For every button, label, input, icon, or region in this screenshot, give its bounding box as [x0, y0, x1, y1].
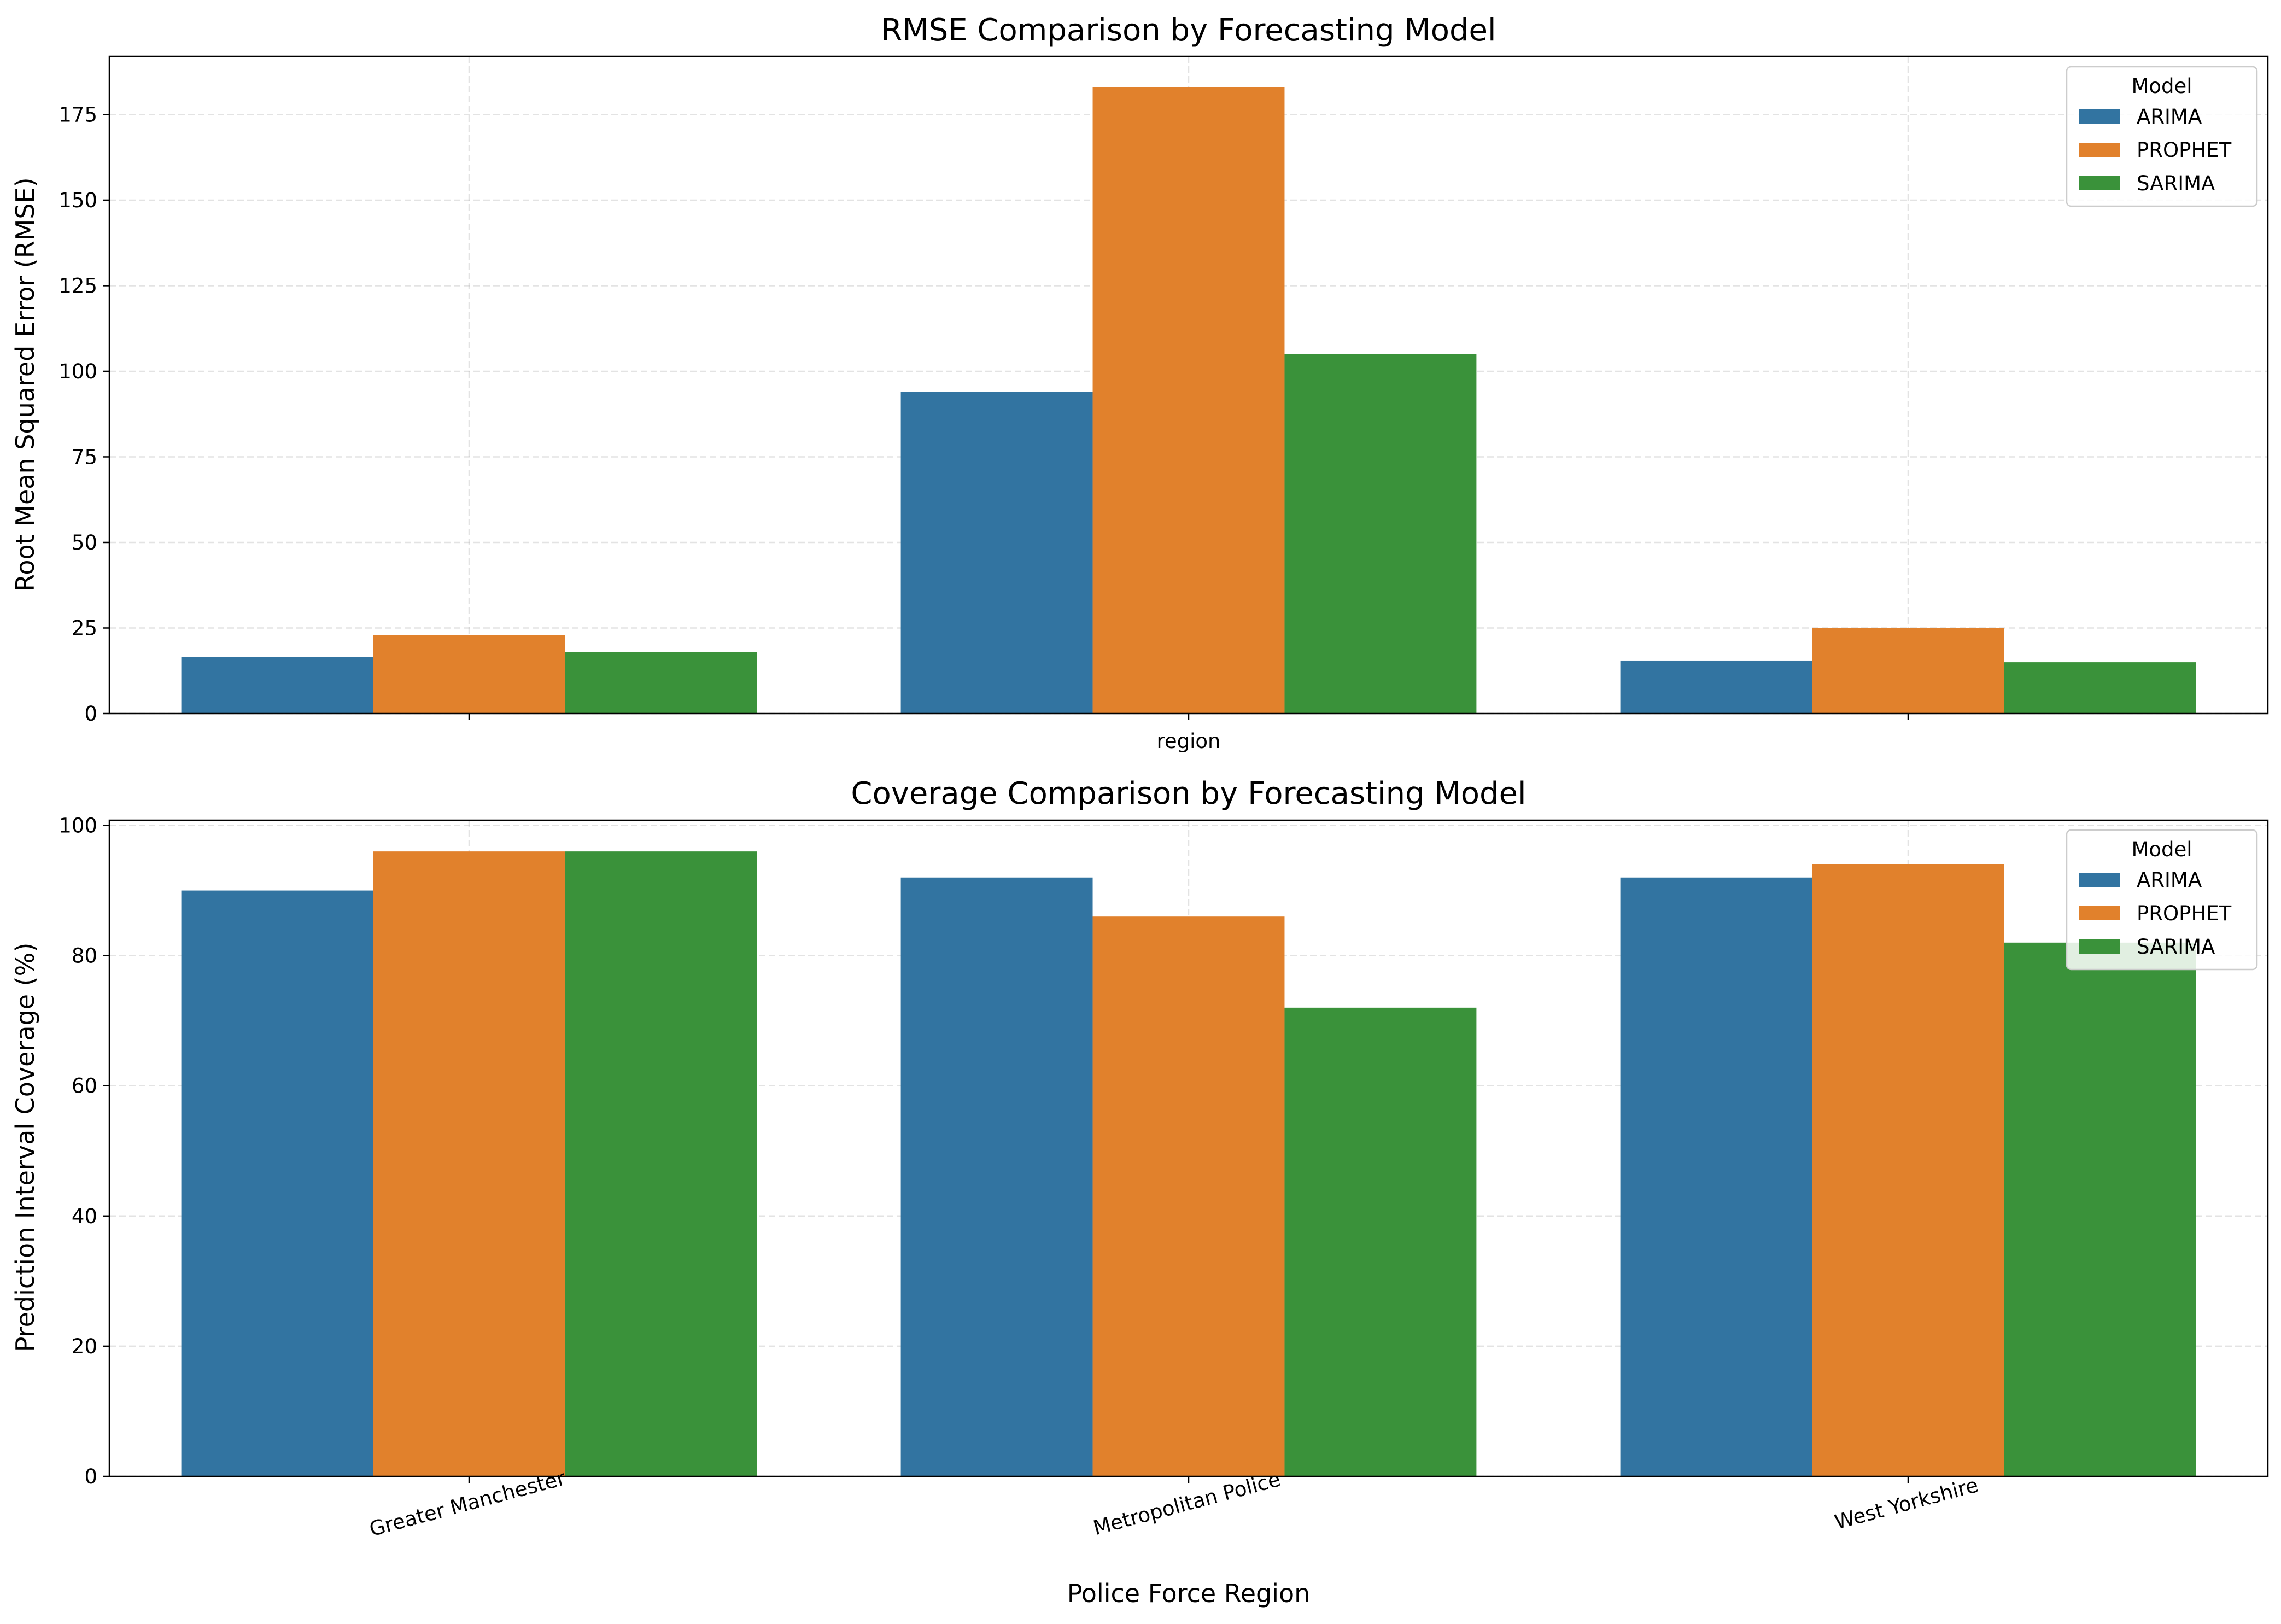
- bar-sarima-greater-manchester: [565, 652, 757, 714]
- rmse-axes: 0 25 50 75 100 125 150 175: [59, 55, 2269, 726]
- bar-sarima-metropolitan-police: [1284, 1007, 1477, 1476]
- legend-swatch-sarima: [2079, 939, 2120, 954]
- axes-frame: [108, 819, 2269, 1477]
- coverage-bars: [181, 851, 2196, 1476]
- coverage-y-axis-label: Prediction Interval Coverage (%): [10, 943, 40, 1352]
- legend-swatch-prophet: [2079, 906, 2120, 920]
- bar-sarima-greater-manchester: [565, 851, 757, 1476]
- bar-arima-west-yorkshire: [1620, 877, 1812, 1476]
- bar-prophet-west-yorkshire: [1812, 864, 2004, 1476]
- y-tick-label: 150: [59, 189, 97, 212]
- legend-label-prophet: PROPHET: [2137, 138, 2232, 162]
- y-tick-label: 50: [72, 531, 97, 554]
- legend-label-prophet: PROPHET: [2137, 902, 2232, 925]
- y-tick-label: 0: [84, 702, 97, 726]
- legend-label-arima: ARIMA: [2137, 868, 2202, 892]
- legend-swatch-sarima: [2079, 176, 2120, 190]
- bar-prophet-metropolitan-police: [1092, 87, 1285, 714]
- legend-swatch-arima: [2079, 873, 2120, 887]
- bar-sarima-west-yorkshire: [2004, 942, 2196, 1476]
- y-tick-label: 100: [59, 814, 97, 838]
- rmse-legend: Model ARIMA PROPHET SARIMA: [2066, 66, 2258, 207]
- legend-swatch-prophet: [2079, 143, 2120, 157]
- bar-prophet-greater-manchester: [373, 635, 565, 714]
- rmse-y-axis-label: Root Mean Squared Error (RMSE): [10, 177, 40, 591]
- legend-label-arima: ARIMA: [2137, 105, 2202, 128]
- rmse-x-axis-label: region: [1156, 729, 1220, 753]
- bar-prophet-west-yorkshire: [1812, 628, 2004, 714]
- bar-sarima-west-yorkshire: [2004, 662, 2196, 714]
- axes-frame: [108, 55, 2269, 715]
- bar-arima-greater-manchester: [181, 890, 373, 1476]
- bar-sarima-metropolitan-police: [1284, 354, 1477, 714]
- bar-prophet-greater-manchester: [373, 851, 565, 1476]
- legend-label-sarima: SARIMA: [2137, 935, 2215, 959]
- y-tick-label: 125: [59, 274, 97, 297]
- coverage-legend: Model ARIMA PROPHET SARIMA: [2066, 829, 2258, 971]
- rmse-bars: [181, 87, 2196, 714]
- legend-title: Model: [2131, 838, 2192, 861]
- bar-prophet-metropolitan-police: [1092, 916, 1285, 1476]
- bar-arima-metropolitan-police: [900, 877, 1093, 1476]
- rmse-chart: 0 25 50 75 100 125 150 175 RMSE Comparison by F…: [10, 13, 2269, 753]
- coverage-x-axis-label: Police Force Region: [1067, 1579, 1311, 1608]
- y-tick-label: 0: [84, 1465, 97, 1488]
- rmse-chart-title: RMSE Comparison by Forecasting Model: [881, 13, 1496, 48]
- legend-frame: [2066, 66, 2258, 207]
- legend-swatch-arima: [2079, 109, 2120, 124]
- legend-title: Model: [2131, 74, 2192, 98]
- y-tick-label: 75: [72, 445, 97, 469]
- legend-frame: [2066, 829, 2258, 971]
- y-tick-label: 20: [72, 1335, 97, 1358]
- y-tick-label: 60: [72, 1074, 97, 1098]
- bar-arima-greater-manchester: [181, 657, 373, 714]
- y-tick-label: 40: [72, 1205, 97, 1228]
- bar-arima-west-yorkshire: [1620, 660, 1812, 714]
- y-tick-label: 25: [72, 616, 97, 640]
- y-tick-label: 80: [72, 944, 97, 968]
- legend-label-sarima: SARIMA: [2137, 172, 2215, 195]
- y-tick-label: 175: [59, 103, 97, 126]
- y-tick-label: 100: [59, 360, 97, 383]
- bar-arima-metropolitan-police: [900, 392, 1093, 714]
- coverage-chart-title: Coverage Comparison by Forecasting Model: [851, 776, 1526, 811]
